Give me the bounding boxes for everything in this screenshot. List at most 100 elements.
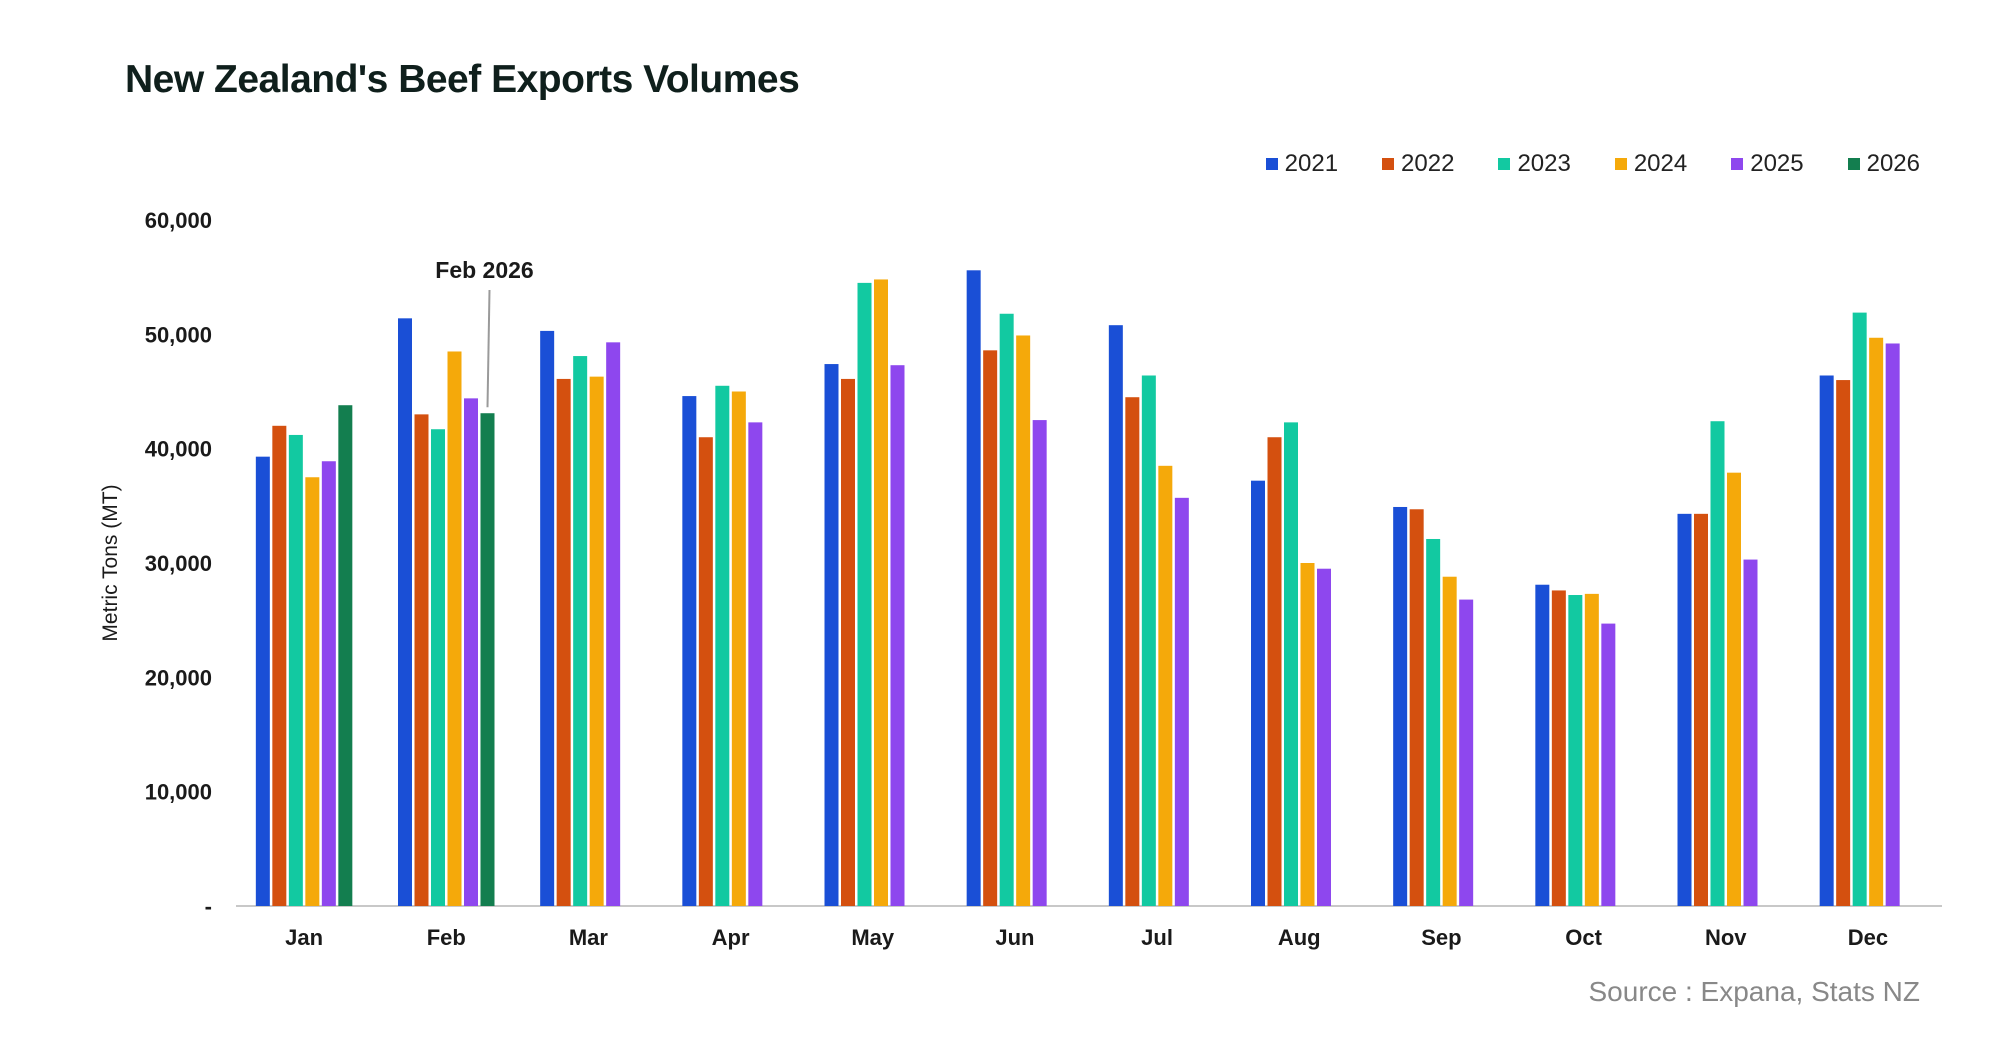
bar-apr-2025 [748, 422, 763, 906]
y-tick-label: 50,000 [145, 322, 212, 347]
y-tick-label: 60,000 [145, 208, 212, 233]
bar-sep-2021 [1393, 506, 1408, 906]
x-tick-label: Sep [1421, 925, 1461, 950]
x-tick-label: Feb [427, 925, 466, 950]
legend-swatch [1847, 158, 1860, 170]
bar-jan-2021 [255, 456, 270, 906]
bar-aug-2022 [1267, 437, 1282, 906]
bar-jan-2023 [288, 434, 303, 906]
bar-dec-2022 [1836, 380, 1851, 907]
legend-swatch [1265, 158, 1278, 170]
y-axis-title: Metric Tons (MT) [99, 484, 122, 641]
bar-feb-2022 [414, 414, 429, 906]
bar-jun-2021 [966, 270, 981, 907]
x-tick-label: Aug [1278, 925, 1321, 950]
bar-feb-2023 [431, 429, 445, 906]
bar-jan-2026 [338, 405, 353, 906]
legend-label: 2021 [1284, 150, 1339, 177]
bar-oct-2024 [1584, 593, 1599, 906]
bar-jul-2024 [1158, 465, 1173, 906]
bar-may-2022 [841, 378, 855, 906]
x-tick-label: May [851, 925, 895, 950]
bar-feb-2025 [464, 398, 478, 906]
bar-dec-2025 [1885, 343, 1900, 907]
bar-jun-2024 [1016, 335, 1031, 906]
bar-mar-2021 [540, 330, 555, 906]
x-tick-label: Jun [995, 925, 1034, 950]
bar-jul-2023 [1141, 375, 1156, 906]
legend-label: 2023 [1517, 150, 1571, 177]
x-tick-label: Oct [1565, 925, 1602, 950]
source-note: Source : Expana, Stats NZ [1588, 976, 1921, 1007]
bar-may-2021 [824, 364, 839, 906]
bar-apr-2021 [682, 396, 697, 906]
y-tick-label: - [205, 894, 212, 919]
bar-nov-2025 [1743, 559, 1758, 906]
bar-jul-2022 [1125, 397, 1140, 906]
legend-swatch [1498, 158, 1511, 170]
legend-label: 2025 [1750, 150, 1804, 177]
bar-feb-2024 [447, 351, 462, 906]
bar-jun-2022 [983, 350, 998, 907]
legend-item-2021: 2021 [1265, 150, 1339, 178]
y-tick-label: 10,000 [145, 780, 212, 805]
bar-aug-2021 [1251, 480, 1265, 906]
legend-item-2024: 2024 [1614, 150, 1688, 178]
bar-apr-2023 [715, 385, 730, 906]
bar-oct-2021 [1535, 584, 1550, 906]
bar-nov-2023 [1710, 421, 1725, 906]
bar-may-2023 [857, 282, 872, 907]
bar-dec-2023 [1852, 312, 1867, 906]
bar-apr-2024 [731, 391, 746, 906]
bar-nov-2021 [1677, 513, 1692, 906]
y-tick-label: 40,000 [145, 437, 212, 462]
legend-item-2023: 2023 [1498, 150, 1571, 178]
bar-apr-2022 [698, 437, 713, 906]
chart-legend: 2021 2022 2023 2024 2025 2026 [1265, 150, 1920, 178]
bar-dec-2021 [1819, 375, 1834, 906]
bar-mar-2025 [606, 342, 621, 906]
annotation-label: Feb 2026 [435, 257, 533, 283]
bar-feb-2021 [398, 318, 412, 906]
bar-oct-2022 [1551, 590, 1566, 906]
bar-mar-2024 [589, 376, 604, 906]
legend-swatch [1614, 158, 1627, 170]
bar-may-2025 [890, 365, 905, 906]
bar-jun-2025 [1032, 420, 1047, 906]
bar-mar-2023 [573, 356, 588, 907]
bar-nov-2022 [1694, 513, 1708, 906]
bar-dec-2024 [1869, 337, 1884, 907]
bar-jan-2022 [272, 425, 287, 906]
bar-may-2024 [874, 279, 888, 906]
legend-swatch [1731, 158, 1744, 170]
bar-nov-2024 [1727, 472, 1741, 906]
legend-item-2022: 2022 [1382, 150, 1454, 178]
legend-label: 2024 [1633, 150, 1688, 177]
bar-aug-2024 [1300, 563, 1315, 906]
bar-oct-2025 [1601, 623, 1616, 906]
bar-jul-2021 [1108, 325, 1123, 907]
annotation-line [486, 289, 491, 408]
bar-aug-2023 [1284, 422, 1298, 906]
x-tick-label: Apr [712, 925, 750, 950]
legend-item-2026: 2026 [1847, 150, 1920, 178]
bar-jan-2024 [305, 477, 320, 906]
x-tick-label: Dec [1848, 925, 1888, 950]
bar-jun-2023 [999, 313, 1014, 907]
bar-sep-2024 [1442, 576, 1457, 906]
chart-title: New Zealand's Beef Exports Volumes [125, 58, 800, 101]
bar-sep-2023 [1426, 538, 1441, 906]
x-tick-label: Mar [569, 925, 609, 950]
bar-mar-2022 [556, 378, 571, 906]
bar-jul-2025 [1174, 497, 1189, 906]
legend-item-2025: 2025 [1731, 150, 1804, 178]
legend-label: 2022 [1401, 150, 1455, 177]
legend-label: 2026 [1866, 150, 1920, 177]
bar-oct-2023 [1568, 595, 1583, 906]
x-tick-label: Nov [1705, 925, 1747, 950]
bar-aug-2025 [1317, 568, 1331, 906]
bar-jan-2025 [321, 461, 336, 906]
bar-feb-2026 [480, 413, 495, 906]
y-tick-label: 30,000 [145, 551, 212, 576]
